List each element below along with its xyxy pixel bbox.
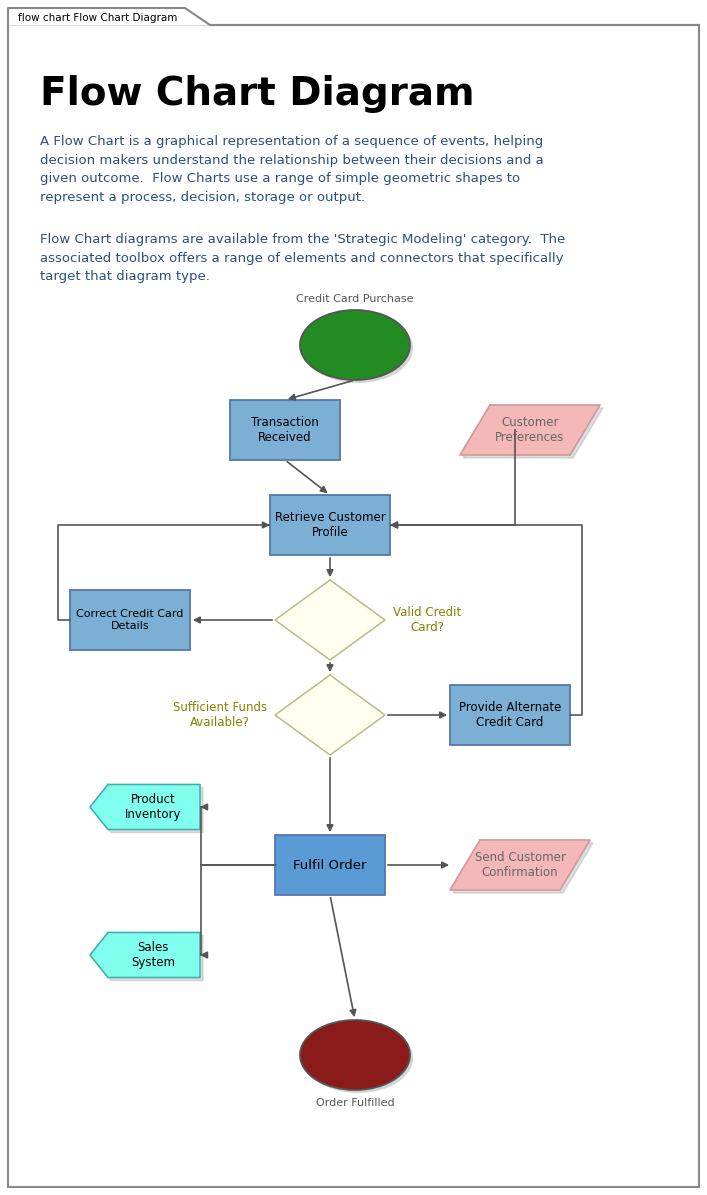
Polygon shape (275, 580, 385, 660)
Text: Product
Inventory: Product Inventory (124, 793, 181, 821)
Polygon shape (275, 675, 385, 755)
Text: Provide Alternate
Credit Card: Provide Alternate Credit Card (459, 701, 561, 729)
Text: Transaction
Received: Transaction Received (251, 416, 319, 445)
Polygon shape (450, 840, 590, 890)
Polygon shape (90, 932, 200, 978)
Text: Sales
System: Sales System (131, 940, 175, 969)
FancyBboxPatch shape (450, 685, 570, 744)
Text: flow chart Flow Chart Diagram: flow chart Flow Chart Diagram (18, 13, 177, 23)
Polygon shape (8, 8, 210, 25)
FancyBboxPatch shape (270, 495, 390, 554)
Text: Order Fulfilled: Order Fulfilled (316, 1098, 395, 1108)
Polygon shape (463, 407, 603, 458)
Polygon shape (90, 784, 200, 829)
Polygon shape (93, 788, 203, 833)
Text: A Flow Chart is a graphical representation of a sequence of events, helping
deci: A Flow Chart is a graphical representati… (40, 135, 544, 203)
Text: Send Customer
Confirmation: Send Customer Confirmation (474, 851, 566, 880)
Ellipse shape (300, 1021, 410, 1090)
Ellipse shape (300, 310, 410, 380)
Ellipse shape (303, 313, 413, 384)
FancyBboxPatch shape (70, 590, 190, 650)
FancyBboxPatch shape (8, 25, 699, 1187)
Text: Fulfil Order: Fulfil Order (293, 858, 367, 871)
FancyBboxPatch shape (230, 400, 340, 460)
Text: Sufficient Funds
Available?: Sufficient Funds Available? (173, 701, 267, 729)
Text: Customer
Preferences: Customer Preferences (496, 416, 565, 445)
FancyBboxPatch shape (275, 835, 385, 895)
Text: Credit Card Purchase: Credit Card Purchase (296, 294, 414, 304)
Ellipse shape (303, 1023, 413, 1093)
Polygon shape (460, 405, 600, 455)
Polygon shape (93, 936, 203, 981)
Text: Correct Credit Card
Details: Correct Credit Card Details (76, 609, 184, 631)
Text: Retrieve Customer
Profile: Retrieve Customer Profile (274, 511, 385, 539)
Text: Valid Credit
Card?: Valid Credit Card? (393, 606, 461, 635)
Polygon shape (453, 842, 593, 893)
Text: Flow Chart diagrams are available from the 'Strategic Modeling' category.  The
a: Flow Chart diagrams are available from t… (40, 233, 566, 283)
Text: Flow Chart Diagram: Flow Chart Diagram (40, 75, 474, 114)
